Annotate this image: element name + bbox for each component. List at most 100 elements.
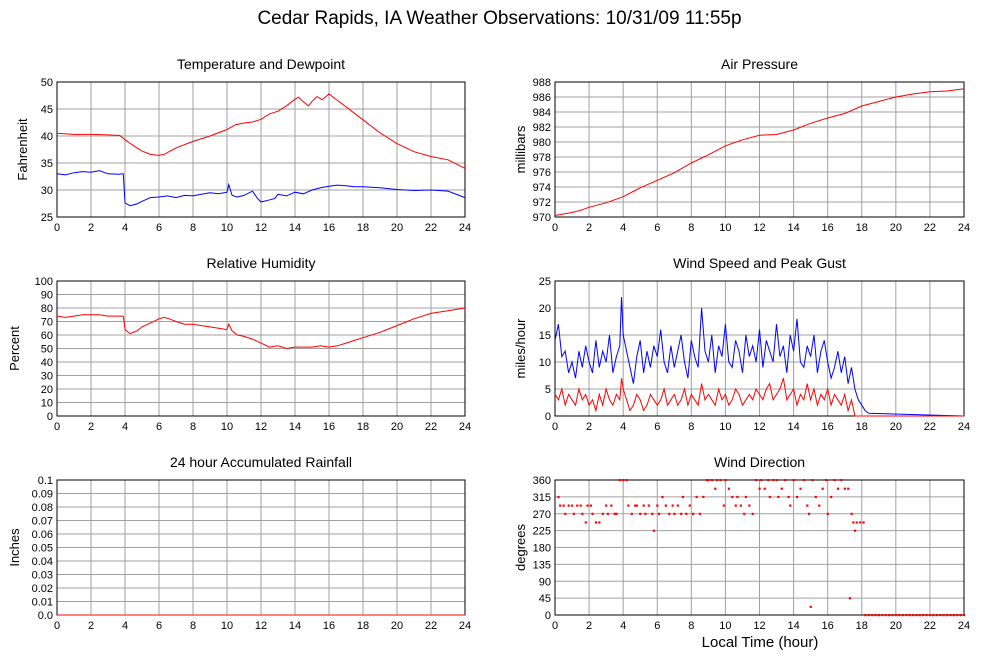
x-tick-label: 0 xyxy=(54,620,60,632)
data-point xyxy=(814,495,817,499)
plot-frame xyxy=(56,280,466,417)
y-tick-label: 0.1 xyxy=(38,475,53,487)
chart-title: Wind Direction xyxy=(714,454,805,470)
data-point xyxy=(787,495,790,499)
y-tick-label: 0.0 xyxy=(38,610,53,622)
data-point xyxy=(881,614,884,617)
data-point xyxy=(671,504,674,507)
data-point xyxy=(606,512,610,515)
x-tick-label: 16 xyxy=(822,620,834,632)
data-point xyxy=(748,504,751,507)
y-tick-label: 180 xyxy=(533,543,551,555)
x-tick-label: 10 xyxy=(719,222,731,234)
data-point xyxy=(562,504,565,507)
data-point xyxy=(642,504,645,507)
y-tick-label: 982 xyxy=(533,122,551,134)
x-tick-label: 18 xyxy=(856,222,868,234)
x-tick-label: 22 xyxy=(425,222,437,234)
series-line-red xyxy=(554,378,964,417)
data-point xyxy=(799,487,802,490)
y-tick-label: 50 xyxy=(41,344,53,356)
y-tick-label: 0.05 xyxy=(32,543,53,555)
x-tick-label: 0 xyxy=(54,222,60,234)
data-point xyxy=(758,487,761,490)
y-tick-label: 988 xyxy=(533,77,551,89)
data-point xyxy=(763,487,766,490)
data-point xyxy=(789,504,792,507)
data-point xyxy=(615,512,618,515)
data-point xyxy=(811,479,814,482)
x-tick-label: 16 xyxy=(323,620,335,632)
x-tick-label: 24 xyxy=(958,421,970,433)
data-point xyxy=(898,614,901,617)
data-point xyxy=(681,495,685,499)
x-tick-label: 20 xyxy=(391,222,403,234)
data-point xyxy=(867,614,870,617)
x-tick-label: 16 xyxy=(822,421,834,433)
x-tick-label: 8 xyxy=(688,222,694,234)
data-point xyxy=(727,487,731,490)
series-line-red xyxy=(56,307,466,350)
x-tick-label: 14 xyxy=(289,620,301,632)
data-point xyxy=(618,479,621,482)
x-tick-label: 0 xyxy=(54,421,60,433)
data-point xyxy=(836,487,840,490)
y-tick-label: 974 xyxy=(533,182,551,194)
data-point xyxy=(571,504,574,507)
data-point xyxy=(935,614,938,617)
data-point xyxy=(594,521,598,524)
x-tick-label: 8 xyxy=(190,620,196,632)
y-tick-label: 0.08 xyxy=(32,502,53,514)
x-tick-label: 24 xyxy=(958,620,970,632)
data-point xyxy=(591,512,594,515)
data-point xyxy=(949,614,952,617)
data-point xyxy=(652,529,656,532)
x-tick-label: 16 xyxy=(822,222,834,234)
data-point xyxy=(850,512,853,515)
y-tick-label: 976 xyxy=(533,167,551,179)
y-tick-label: 35 xyxy=(41,158,53,170)
chart-title: Wind Speed and Peak Gust xyxy=(673,255,846,271)
data-point xyxy=(833,479,836,482)
y-tick-label: 40 xyxy=(41,131,53,143)
data-point xyxy=(639,512,642,515)
y-tick-label: 270 xyxy=(533,509,551,521)
data-point xyxy=(767,479,770,482)
data-point xyxy=(705,479,708,482)
chart-title: Air Pressure xyxy=(721,56,798,72)
x-tick-label: 22 xyxy=(924,620,936,632)
x-tick-label: 24 xyxy=(459,421,471,433)
data-point xyxy=(736,495,739,499)
x-tick-label: 20 xyxy=(890,421,902,433)
x-axis-label: Local Time (hour) xyxy=(701,634,819,651)
data-point xyxy=(888,614,891,617)
data-point xyxy=(661,495,664,499)
y-tick-label: 315 xyxy=(533,492,551,504)
data-point xyxy=(586,504,589,507)
x-tick-label: 12 xyxy=(753,222,765,234)
data-point xyxy=(647,504,650,507)
plot-frame xyxy=(56,81,466,218)
x-tick-label: 14 xyxy=(787,620,799,632)
data-point xyxy=(945,614,949,617)
plot-frame xyxy=(554,280,965,417)
x-tick-label: 8 xyxy=(688,421,694,433)
data-point xyxy=(870,614,874,617)
data-point xyxy=(925,614,928,617)
x-tick-label: 18 xyxy=(357,222,369,234)
x-tick-label: 12 xyxy=(255,620,267,632)
y-tick-label: 0.01 xyxy=(32,597,53,609)
data-point xyxy=(818,504,821,507)
data-point xyxy=(656,504,659,507)
y-tick-label: 0.02 xyxy=(32,583,53,595)
data-point xyxy=(922,614,925,617)
data-point xyxy=(680,512,683,515)
x-tick-label: 4 xyxy=(620,620,626,632)
y-tick-label: 40 xyxy=(41,357,53,369)
